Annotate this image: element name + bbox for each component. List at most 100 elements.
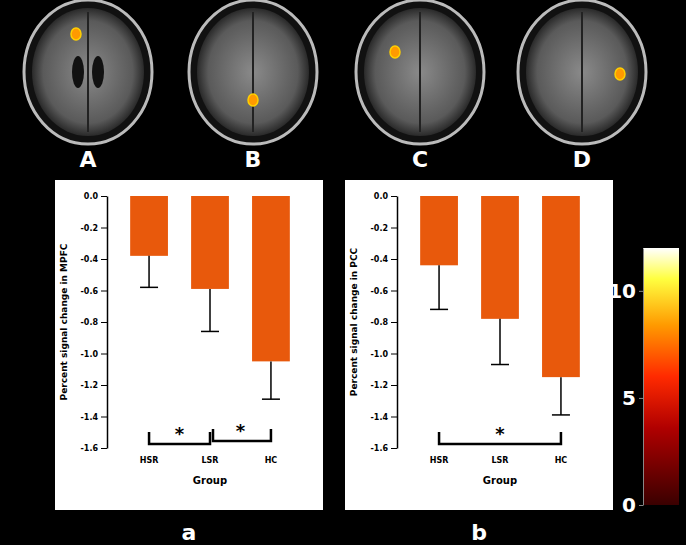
- brain: [32, 8, 144, 136]
- color-bar-axis-line: [643, 249, 644, 506]
- significance-bracket: *: [149, 423, 210, 444]
- skull: [189, 0, 317, 144]
- significance-label: *: [236, 420, 246, 441]
- brain: [197, 8, 309, 136]
- x-axis-title: Group: [193, 475, 227, 486]
- image-label: A: [79, 147, 96, 172]
- y-tick-mark: [391, 417, 397, 418]
- y-tick-label: 0.0: [84, 192, 99, 201]
- y-tick-label: -0.2: [81, 224, 99, 233]
- color-bar-tick-mark: [639, 505, 643, 506]
- y-tick: 0.0: [374, 192, 397, 201]
- panel-title: a: [182, 520, 197, 545]
- y-axis-title: Percent signal change in MPFC: [59, 243, 69, 400]
- x-tick: HC: [555, 456, 568, 465]
- significance-bracket: *: [213, 420, 271, 441]
- midline: [419, 12, 421, 132]
- significance-bracket: *: [439, 423, 561, 444]
- significance-label: *: [175, 423, 185, 444]
- color-bar: [643, 248, 679, 505]
- activation: [248, 94, 258, 106]
- x-tick-label: HSR: [140, 456, 159, 465]
- y-tick-mark: [101, 354, 107, 355]
- bar: [130, 196, 168, 256]
- y-tick-label: -1.4: [81, 413, 99, 422]
- x-axis: HSR LSR HC: [140, 456, 278, 465]
- x-tick: HSR: [430, 456, 449, 465]
- y-tick: -0.6: [81, 287, 108, 296]
- brain: [364, 8, 476, 136]
- y-tick-mark: [391, 354, 397, 355]
- y-axis: 0.0-0.2-0.4-0.6-0.8-1.0-1.2-1.4-1.6: [81, 192, 108, 453]
- y-tick-mark: [391, 322, 397, 323]
- y-tick-mark: [101, 291, 107, 292]
- marks: [130, 196, 290, 399]
- y-tick: -1.6: [81, 444, 108, 453]
- y-tick-mark: [101, 322, 107, 323]
- color-bar-tick: 10: [608, 279, 643, 303]
- y-tick: -0.8: [371, 318, 398, 327]
- y-tick-mark: [391, 228, 397, 229]
- x-axis: HSR LSR HC: [430, 456, 568, 465]
- panel-background: [55, 180, 323, 510]
- error-bar: [491, 319, 509, 365]
- y-axis: 0.0-0.2-0.4-0.6-0.8-1.0-1.2-1.4-1.6: [371, 192, 398, 453]
- y-tick: -1.4: [81, 413, 108, 422]
- error-bar: [430, 265, 448, 309]
- background: [0, 0, 686, 545]
- x-axis-title: Group: [483, 475, 517, 486]
- color-bar-tick-mark: [639, 398, 643, 399]
- x-tick-label: HSR: [430, 456, 449, 465]
- error-stem: [438, 265, 440, 309]
- chart-panel: 0.0-0.2-0.4-0.6-0.8-1.0-1.2-1.4-1.6HSRLS…: [345, 180, 613, 510]
- error-stem: [499, 319, 501, 365]
- y-tick-label: -0.4: [371, 255, 389, 264]
- error-cap: [430, 309, 448, 311]
- x-tick-label: LSR: [491, 456, 508, 465]
- activation: [615, 68, 625, 80]
- midline: [252, 12, 254, 132]
- y-tick: -0.6: [371, 287, 398, 296]
- bar: [481, 196, 519, 319]
- error-stem: [148, 256, 150, 288]
- error-cap: [262, 398, 280, 400]
- significance-label: *: [495, 423, 505, 444]
- panel-background: [345, 180, 613, 510]
- y-tick-label: -1.2: [81, 381, 99, 390]
- y-tick-label: -1.2: [371, 381, 389, 390]
- y-tick: -0.2: [81, 224, 108, 233]
- y-tick-mark: [391, 385, 397, 386]
- bar: [542, 196, 580, 377]
- color-bar-tick-label: 0: [622, 493, 636, 517]
- color-bar-axis: 0510: [608, 249, 643, 517]
- x-tick: LSR: [491, 456, 508, 465]
- y-tick-label: -0.2: [371, 224, 389, 233]
- y-tick: -1.4: [371, 413, 398, 422]
- y-tick: -0.8: [81, 318, 108, 327]
- y-tick-label: -0.6: [81, 287, 99, 296]
- skull: [518, 0, 646, 144]
- y-axis-title: Percent signal change in PCC: [349, 247, 359, 396]
- y-tick-mark: [101, 448, 107, 449]
- y-tick-mark: [101, 259, 107, 260]
- x-tick-label: LSR: [201, 456, 218, 465]
- y-tick-label: -1.0: [371, 350, 389, 359]
- y-tick-label: -1.6: [81, 444, 99, 453]
- error-stem: [560, 377, 562, 415]
- y-tick-label: 0.0: [374, 192, 389, 201]
- brain: [526, 8, 638, 136]
- ventricle: [72, 56, 84, 88]
- skull: [24, 0, 152, 144]
- y-tick: -1.0: [371, 350, 398, 359]
- y-tick-label: -0.6: [371, 287, 389, 296]
- midline: [581, 12, 583, 132]
- y-tick-mark: [101, 196, 107, 197]
- y-tick-label: -1.4: [371, 413, 389, 422]
- image-label: C: [412, 147, 428, 172]
- x-tick-label: HC: [265, 456, 278, 465]
- y-tick-mark: [101, 417, 107, 418]
- plot: 0.0-0.2-0.4-0.6-0.8-1.0-1.2-1.4-1.6HSRLS…: [81, 192, 290, 465]
- y-tick: 0.0: [84, 192, 107, 201]
- skull: [356, 0, 484, 144]
- brain-image: [518, 0, 646, 144]
